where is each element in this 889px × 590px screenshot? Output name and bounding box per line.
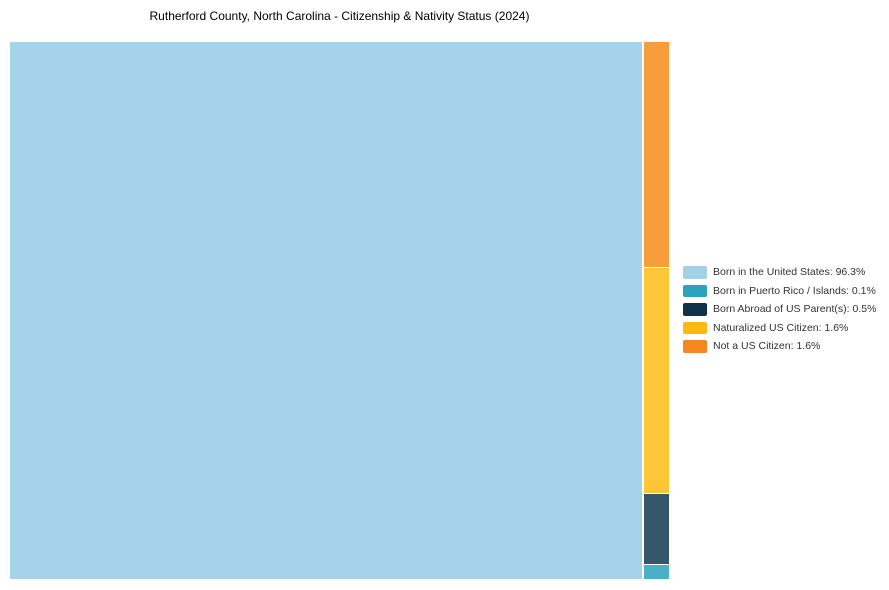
legend-label: Born in the United States: 96.3%: [713, 266, 866, 278]
treemap-cell-naturalized-us-citizen: [644, 267, 669, 493]
legend-item-born-in-united-states: Born in the United States: 96.3%: [683, 266, 876, 279]
chart-title: Rutherford County, North Carolina - Citi…: [149, 9, 530, 23]
legend-swatch-icon: [683, 284, 707, 298]
legend-item-naturalized-us-citizen: Naturalized US Citizen: 1.6%: [683, 322, 876, 335]
legend-item-born-abroad-of-us-parents: Born Abroad of US Parent(s): 0.5%: [683, 303, 876, 316]
treemap-minor-column: [644, 42, 669, 579]
legend: Born in the United States: 96.3% Born in…: [683, 266, 876, 359]
legend-label: Born in Puerto Rico / Islands: 0.1%: [713, 284, 876, 297]
legend-swatch-icon: [683, 340, 707, 353]
treemap-cell-born-abroad-of-us-parents: [644, 493, 669, 564]
legend-label: Naturalized US Citizen: 1.6%: [713, 321, 849, 334]
legend-swatch-icon: [683, 303, 707, 316]
legend-swatch-icon: [683, 321, 707, 335]
treemap: [10, 42, 669, 579]
treemap-cell-born-in-united-states: [10, 42, 643, 579]
legend-label: Not a US Citizen: 1.6%: [713, 340, 821, 352]
legend-swatch-icon: [683, 266, 707, 279]
treemap-cell-born-in-puerto-rico: [644, 564, 669, 579]
treemap-cell-not-a-us-citizen: [644, 42, 669, 267]
legend-item-born-in-puerto-rico: Born in Puerto Rico / Islands: 0.1%: [683, 285, 876, 298]
legend-item-not-a-us-citizen: Not a US Citizen: 1.6%: [683, 340, 876, 353]
legend-label: Born Abroad of US Parent(s): 0.5%: [713, 303, 877, 315]
